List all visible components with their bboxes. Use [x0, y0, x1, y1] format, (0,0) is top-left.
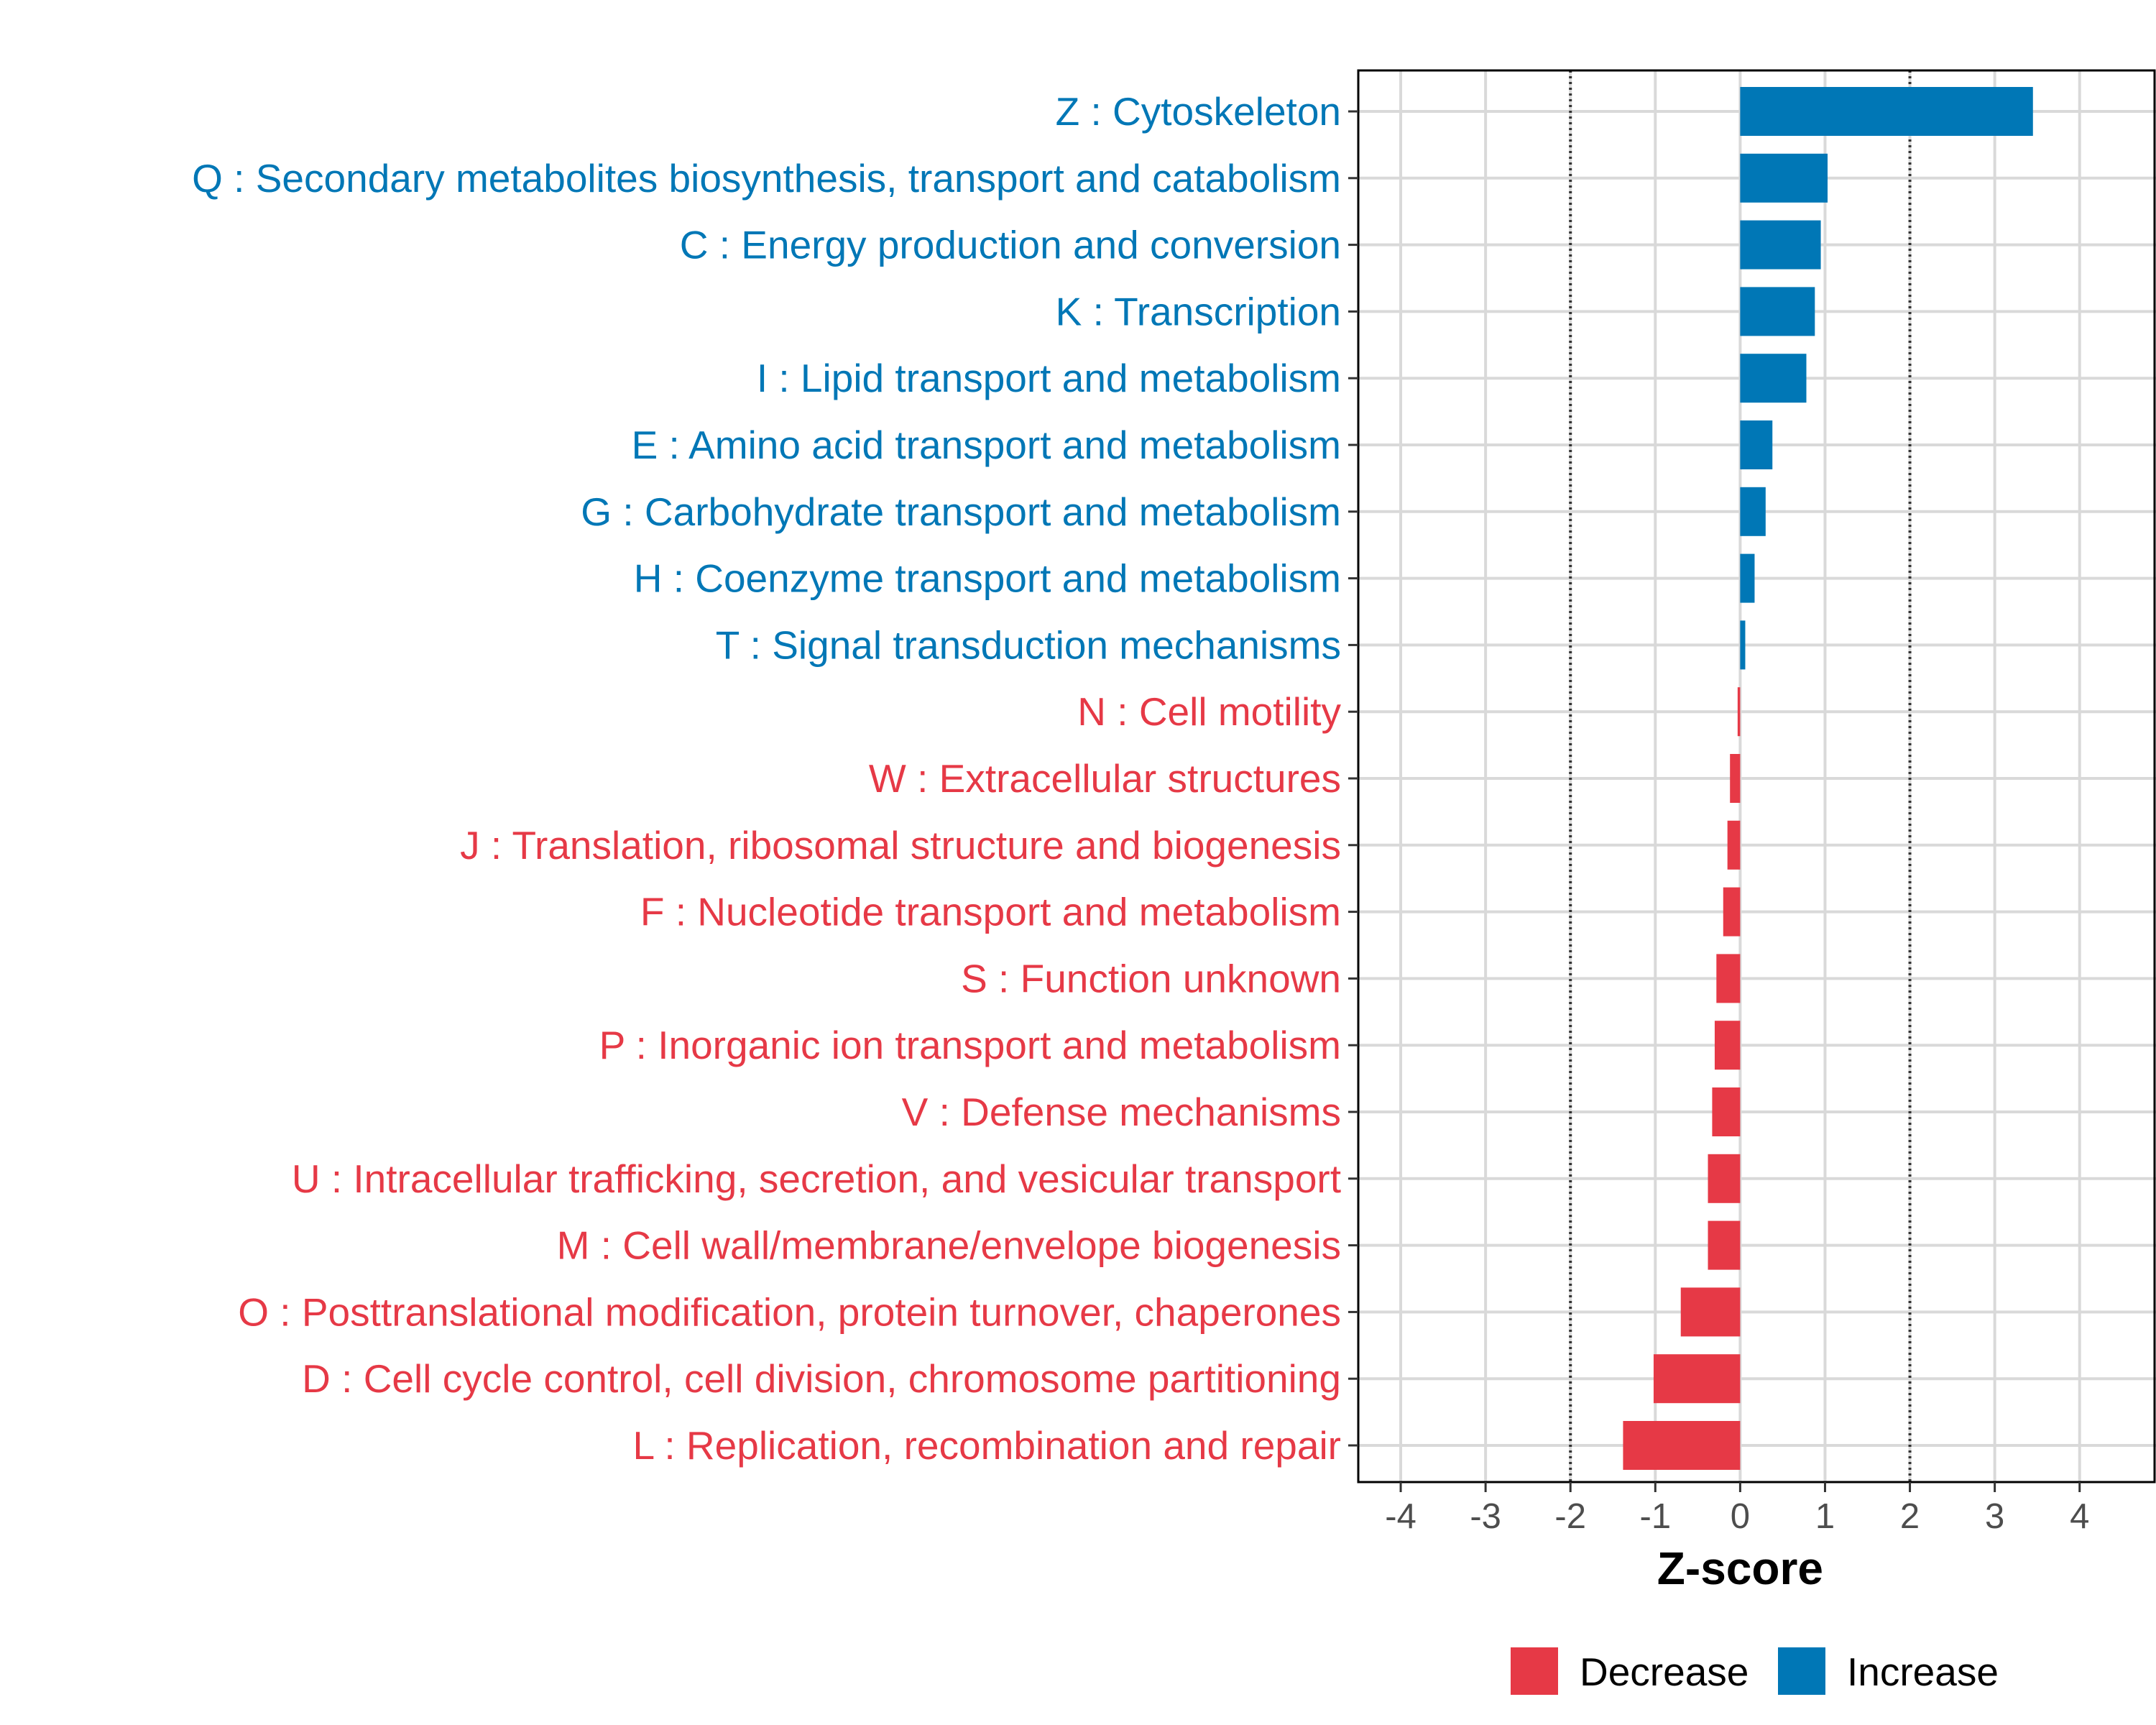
bar: [1714, 1021, 1741, 1070]
bar: [1727, 820, 1741, 870]
x-tick-label: -3: [1470, 1497, 1501, 1536]
bar: [1740, 354, 1807, 403]
category-label: W : Extracellular structures: [869, 756, 1341, 801]
bar: [1740, 153, 1828, 203]
category-label: D : Cell cycle control, cell division, c…: [302, 1356, 1341, 1401]
bar: [1740, 287, 1815, 336]
category-label: J : Translation, ribosomal structure and…: [460, 823, 1341, 868]
grid-lines: [1358, 70, 2156, 1482]
bar: [1623, 1421, 1741, 1470]
legend-swatch-increase: [1778, 1647, 1825, 1695]
bar: [1708, 1154, 1741, 1203]
bar: [1708, 1220, 1741, 1270]
category-label: K : Transcription: [1056, 289, 1341, 334]
bars: [1623, 87, 2033, 1470]
legend: Decrease Increase: [1511, 1647, 1999, 1695]
category-label: I : Lipid transport and metabolism: [757, 356, 1341, 400]
x-tick-label: 0: [1731, 1497, 1750, 1536]
category-label: N : Cell motility: [1077, 689, 1341, 734]
bar: [1680, 1287, 1741, 1337]
category-label: T : Signal transduction mechanisms: [716, 622, 1341, 667]
x-axis-title: Z-score: [1657, 1542, 1823, 1594]
x-axis-ticks: -4 -3 -2 -1 0 1 2 3 4: [1385, 1482, 2089, 1536]
bar: [1740, 87, 2033, 136]
category-label: U : Intracellular trafficking, secretion…: [292, 1156, 1341, 1201]
category-label: Z : Cytoskeleton: [1056, 89, 1341, 134]
bar: [1737, 687, 1741, 737]
category-label: O : Posttranslational modification, prot…: [238, 1289, 1341, 1334]
category-label: H : Coenzyme transport and metabolism: [634, 556, 1341, 601]
category-label: L : Replication, recombination and repai…: [633, 1423, 1341, 1468]
x-tick-label: -1: [1640, 1497, 1672, 1536]
bar: [1712, 1087, 1741, 1136]
category-label: P : Inorganic ion transport and metaboli…: [599, 1023, 1341, 1067]
x-tick-label: 3: [1985, 1497, 2004, 1536]
legend-swatch-decrease: [1511, 1647, 1558, 1695]
bar: [1740, 487, 1766, 536]
bar: [1716, 954, 1741, 1003]
bar: [1723, 887, 1741, 937]
category-label: V : Defense mechanisms: [902, 1090, 1341, 1134]
category-label: M : Cell wall/membrane/envelope biogenes…: [557, 1223, 1341, 1268]
panel-border: [1357, 69, 2156, 1484]
x-tick-label: 2: [1900, 1497, 1920, 1536]
y-axis-ticks: [1348, 110, 1358, 1447]
category-label: G : Carbohydrate transport and metabolis…: [581, 489, 1341, 534]
bar: [1730, 754, 1741, 803]
x-tick-label: 1: [1815, 1497, 1835, 1536]
legend-label-decrease: Decrease: [1580, 1650, 1749, 1694]
category-label: Q : Secondary metabolites biosynthesis, …: [192, 156, 1341, 201]
category-label: F : Nucleotide transport and metabolism: [640, 890, 1341, 934]
bar: [1740, 553, 1755, 603]
category-label: E : Amino acid transport and metabolism: [632, 423, 1341, 467]
category-label: S : Function unknown: [961, 956, 1341, 1000]
category-label: C : Energy production and conversion: [680, 223, 1341, 267]
bar: [1653, 1354, 1741, 1404]
bar: [1740, 420, 1773, 469]
legend-label-increase: Increase: [1847, 1650, 1999, 1694]
x-tick-label: 4: [2070, 1497, 2089, 1536]
category-labels: Z : Cytoskeleton Q : Secondary metabolite…: [192, 89, 1341, 1468]
bar: [1740, 220, 1821, 270]
x-tick-label: -4: [1385, 1497, 1416, 1536]
x-tick-label: -2: [1554, 1497, 1586, 1536]
bar: [1740, 620, 1746, 670]
